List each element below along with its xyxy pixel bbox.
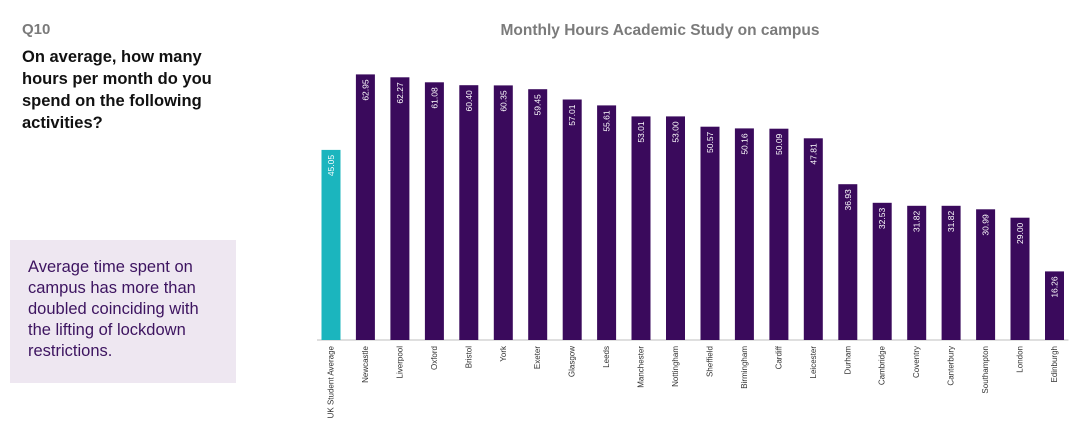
category-label: York — [499, 345, 508, 362]
bar-value-label: 47.81 — [808, 143, 818, 165]
bar-oxford — [424, 82, 444, 341]
category-label: Leeds — [602, 346, 611, 368]
bar-newcastle — [355, 74, 375, 341]
callout-box: Average time spent on campus has more th… — [10, 240, 236, 383]
bar-edinburgh — [1045, 271, 1064, 340]
bar-value-label: 36.93 — [843, 189, 853, 211]
bar-value-label: 31.82 — [946, 211, 956, 233]
category-label: Durham — [843, 346, 852, 375]
bar-canterbury — [941, 205, 961, 340]
bar-bristol — [459, 85, 479, 340]
bar-nottingham — [666, 116, 685, 341]
bar-cardiff — [769, 128, 789, 340]
bar-value-label: 50.57 — [705, 131, 715, 153]
chart-title: Monthly Hours Academic Study on campus — [500, 22, 820, 39]
category-label: Newcastle — [361, 345, 370, 382]
bar-glasgow — [562, 99, 582, 340]
bar-value-label: 50.09 — [774, 133, 784, 155]
category-label: Sheffield — [706, 346, 715, 377]
category-label: UK Student Average — [327, 345, 336, 418]
bar-southampton — [976, 209, 996, 340]
callout-text: Average time spent on campus has more th… — [28, 258, 199, 360]
bar-value-label: 16.26 — [1050, 276, 1060, 298]
bar-value-label: 61.08 — [429, 87, 439, 109]
bar-value-label: 62.27 — [395, 82, 405, 104]
bar-value-label: 31.82 — [912, 211, 922, 233]
category-label: Glasgow — [568, 346, 577, 377]
question-number: Q10 — [22, 21, 51, 38]
bar-value-label: 59.45 — [533, 94, 543, 116]
bar-value-label: 53.00 — [671, 121, 681, 143]
bar-london — [1010, 217, 1030, 340]
question-text: On average, how many hours per month do … — [22, 48, 212, 132]
category-label: Manchester — [637, 346, 646, 388]
bar-value-label: 60.40 — [464, 90, 474, 112]
category-label: Canterbury — [947, 346, 956, 386]
category-label: Bristol — [464, 346, 473, 368]
bar-value-label: 30.99 — [981, 214, 991, 236]
bar-uk-student-average — [321, 149, 341, 340]
category-label: Edinburgh — [1050, 346, 1059, 382]
bar-value-label: 29.00 — [1015, 222, 1025, 244]
category-label: Coventry — [912, 346, 921, 378]
bar-value-label: 60.35 — [498, 90, 508, 112]
bar-value-label: 50.16 — [739, 133, 749, 155]
bar-liverpool — [390, 77, 410, 341]
bar-sheffield — [700, 126, 720, 340]
bar-value-label: 57.01 — [567, 104, 577, 126]
bar-value-label: 45.05 — [326, 155, 336, 177]
category-label: Birmingham — [740, 346, 749, 389]
bar-cambridge — [872, 202, 892, 340]
category-label: Exeter — [533, 346, 542, 369]
category-label: Liverpool — [395, 346, 404, 379]
category-label: Cardiff — [774, 345, 783, 369]
bar-value-label: 32.53 — [877, 208, 887, 230]
bar-leicester — [803, 138, 823, 340]
bar-value-label: 62.95 — [360, 79, 370, 101]
category-label: Nottingham — [671, 346, 680, 387]
bar-york — [493, 85, 513, 341]
bar-birmingham — [734, 128, 754, 340]
bar-value-label: 53.01 — [636, 121, 646, 143]
category-label: Leicester — [809, 346, 818, 379]
category-label: London — [1016, 346, 1025, 373]
bar-coventry — [907, 205, 927, 340]
bar-value-label: 55.61 — [602, 110, 612, 132]
bar-durham — [838, 184, 858, 340]
category-label: Cambridge — [878, 345, 887, 385]
category-label: Oxford — [430, 346, 439, 370]
bar-leeds — [597, 105, 617, 341]
category-label: Southampton — [981, 346, 990, 394]
bar-exeter — [528, 89, 548, 340]
bar-manchester — [631, 116, 651, 341]
